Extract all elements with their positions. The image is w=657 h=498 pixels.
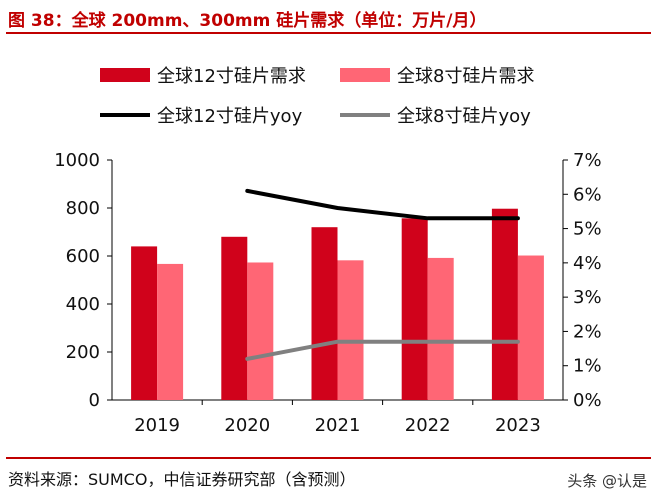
y-tick-label-left: 400 bbox=[66, 294, 100, 315]
chart-title: 图 38：全球 200mm、300mm 硅片需求（单位：万片/月） bbox=[8, 11, 487, 31]
legend-label-0: 全球12寸硅片需求 bbox=[157, 66, 306, 87]
y-tick-label-right: 5% bbox=[573, 219, 602, 240]
y-tick-label-right: 0% bbox=[573, 390, 602, 411]
title-rule bbox=[6, 32, 651, 34]
legend-label-1: 全球8寸硅片需求 bbox=[397, 66, 534, 87]
bar-0-2020 bbox=[221, 236, 248, 400]
watermark: 头条 @认是 bbox=[567, 472, 647, 490]
legend-label-2: 全球12寸硅片yoy bbox=[157, 106, 303, 127]
y-tick-label-right: 2% bbox=[573, 321, 602, 342]
bar-0-2023 bbox=[491, 208, 518, 400]
x-tick-label: 2023 bbox=[495, 415, 541, 436]
y-tick-label-left: 600 bbox=[66, 246, 100, 267]
series-line-3 bbox=[245, 339, 520, 361]
bar-1-2021 bbox=[337, 260, 364, 400]
bar-1-2022 bbox=[427, 257, 454, 400]
bar-1-2020 bbox=[247, 262, 274, 400]
bar-1-2019 bbox=[157, 263, 184, 400]
chart-header: 图 38：全球 200mm、300mm 硅片需求（单位：万片/月） bbox=[0, 0, 657, 38]
y-tick-label-right: 4% bbox=[573, 253, 602, 274]
bar-0-2019 bbox=[131, 246, 158, 400]
y-tick-label-right: 7% bbox=[573, 150, 602, 171]
x-tick-label: 2020 bbox=[224, 415, 270, 436]
y-tick-label-left: 200 bbox=[66, 342, 100, 363]
x-tick-label: 2022 bbox=[405, 415, 451, 436]
series-line-2 bbox=[245, 188, 520, 221]
legend-label-3: 全球8寸硅片yoy bbox=[397, 106, 531, 127]
y-tick-label-right: 1% bbox=[573, 356, 602, 377]
legend-swatch-0 bbox=[100, 68, 150, 82]
y-tick-label-left: 1000 bbox=[54, 150, 100, 171]
bar-0-2021 bbox=[311, 227, 338, 400]
footer-rule bbox=[6, 457, 651, 459]
bar-0-2022 bbox=[401, 218, 428, 400]
y-tick-label-left: 0 bbox=[89, 390, 100, 411]
legend-swatch-1 bbox=[340, 68, 390, 82]
x-tick-label: 2021 bbox=[315, 415, 361, 436]
source-note: 资料来源：SUMCO，中信证券研究部（含预测） bbox=[8, 470, 356, 489]
y-tick-label-right: 3% bbox=[573, 287, 602, 308]
y-tick-label-left: 800 bbox=[66, 198, 100, 219]
bar-1-2023 bbox=[517, 255, 544, 400]
x-tick-label: 2019 bbox=[134, 415, 180, 436]
y-tick-label-right: 6% bbox=[573, 184, 602, 205]
